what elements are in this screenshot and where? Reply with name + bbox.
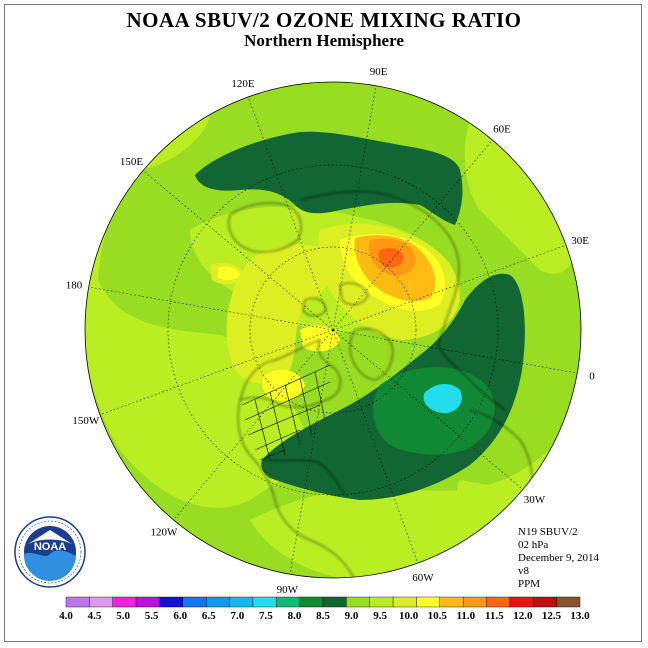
legend-swatch <box>556 596 581 608</box>
legend-swatch <box>205 596 230 608</box>
meridian-line <box>332 244 567 331</box>
units-label: PPM <box>518 578 541 590</box>
legend-swatch <box>159 596 184 608</box>
legend-swatch <box>65 596 90 608</box>
legend-tick-label: 9.5 <box>373 610 387 622</box>
meridian-line <box>88 286 334 331</box>
version-label: v8 <box>518 565 529 577</box>
longitude-label: 150E <box>120 156 144 168</box>
map-subtitle: Northern Hemisphere <box>244 31 404 50</box>
date-label: December 9, 2014 <box>518 552 599 564</box>
meridian-line <box>142 170 334 331</box>
meridian-line <box>332 329 419 564</box>
legend-tick-label: 5.5 <box>145 610 159 622</box>
noaa-logo: NOAA <box>14 516 86 588</box>
legend-swatch <box>252 596 277 608</box>
legend-swatch <box>322 596 347 608</box>
longitude-label: 0 <box>589 371 595 383</box>
legend-tick-label: 7.0 <box>230 610 244 622</box>
meridian-line <box>99 329 334 416</box>
legend-swatch <box>299 596 324 608</box>
legend-swatch <box>486 596 511 608</box>
field-region-9-5 <box>464 120 575 274</box>
field-region-10-0 <box>226 244 334 384</box>
meridian-line <box>332 329 578 374</box>
field-region-9-5 <box>85 115 306 508</box>
legend-tick-label: 12.5 <box>542 610 562 622</box>
legend-tick-label: 7.5 <box>259 610 273 622</box>
meridian-line <box>247 96 334 331</box>
legend-tick-label: 13.0 <box>570 610 590 622</box>
legend-tick-label: 9.0 <box>345 610 359 622</box>
noaa-logo-text: NOAA <box>34 541 66 553</box>
longitude-labels: 90E 60E 30E 0 30W 60W 90W 120W 150W 180 150E 120E <box>66 66 596 596</box>
field-region-7-5 <box>423 384 462 414</box>
longitude-label: 120E <box>231 78 255 90</box>
legend-swatch <box>346 596 370 608</box>
legend-swatch <box>369 596 394 608</box>
field-region-8-5 <box>195 131 463 225</box>
legend-swatch <box>416 596 441 608</box>
legend-tick-label: 6.0 <box>173 610 187 622</box>
legend-tick-label: 8.5 <box>316 610 330 622</box>
level-label: 02 hPa <box>518 539 549 551</box>
globe-outline <box>84 81 582 579</box>
legend-swatch <box>276 596 300 608</box>
legend-swatch <box>533 596 557 608</box>
figure-frame <box>4 4 642 642</box>
longitude-label: 180 <box>66 279 83 291</box>
legend-swatch <box>392 596 417 608</box>
legend-tick-label: 6.5 <box>202 610 216 622</box>
longitude-label: 60E <box>493 124 511 136</box>
longitude-label: 30W <box>524 494 546 506</box>
legend-tick-label: 8.0 <box>288 610 302 622</box>
legend-tick-label: 12.0 <box>513 610 533 622</box>
meridian-line <box>289 329 334 575</box>
longitude-label: 120W <box>151 526 179 538</box>
satellite-label: N19 SBUV/2 <box>518 526 578 538</box>
graticule <box>88 85 578 575</box>
legend-swatch <box>182 596 207 608</box>
legend-swatch <box>112 596 137 608</box>
us-state-lines <box>241 364 331 461</box>
legend-tick-label: 4.5 <box>88 610 102 622</box>
legend-swatch <box>135 596 160 608</box>
legend-tick-label: 5.0 <box>116 610 130 622</box>
ozone-field <box>85 82 581 578</box>
field-region-10-5 <box>300 325 340 352</box>
legend-tick-label: 11.5 <box>485 610 504 622</box>
meridian-line <box>173 329 334 521</box>
map-title: NOAA SBUV/2 OZONE MIXING RATIO <box>126 8 522 32</box>
legend-swatch <box>89 596 113 608</box>
longitude-label: 90W <box>277 584 299 596</box>
legend-tick-label: 11.0 <box>456 610 475 622</box>
longitude-label: 60W <box>412 572 434 584</box>
legend-tick-label: 10.0 <box>399 610 419 622</box>
legend-swatch <box>229 596 254 608</box>
legend-swatch <box>439 596 464 608</box>
legend-swatch <box>462 596 487 608</box>
legend-swatch <box>509 596 534 608</box>
field-region-10-5 <box>218 266 240 281</box>
field-region-10-5 <box>262 369 305 402</box>
legend-tick-label: 4.0 <box>59 610 73 622</box>
longitude-label: 30E <box>571 235 589 247</box>
info-block: N19 SBUV/2 02 hPa December 9, 2014 v8 PP… <box>518 526 599 591</box>
longitude-label: 90E <box>370 66 388 78</box>
meridian-line <box>332 139 493 331</box>
meridian-line <box>332 329 524 490</box>
legend-tick-label: 10.5 <box>428 610 448 622</box>
longitude-label: 150W <box>72 415 100 427</box>
